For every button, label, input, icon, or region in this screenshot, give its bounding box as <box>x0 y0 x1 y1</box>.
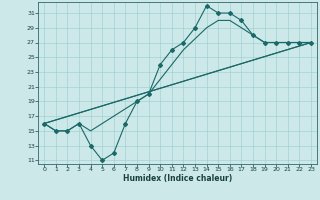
X-axis label: Humidex (Indice chaleur): Humidex (Indice chaleur) <box>123 174 232 183</box>
